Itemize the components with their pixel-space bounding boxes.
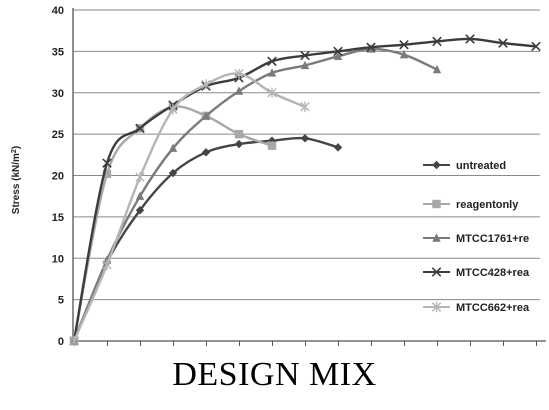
- series-lines: [69, 34, 541, 347]
- data-point-mtcc1761-re-2: [135, 191, 145, 200]
- data-point-mtcc428-rea-11: [432, 36, 442, 47]
- legend-label-reagentonly: reagentonly: [456, 199, 519, 211]
- data-point-mtcc1761-re-8: [333, 51, 343, 61]
- data-point-reagentonly-5: [234, 129, 244, 139]
- data-point-mtcc1761-re-4: [201, 111, 211, 120]
- series-reagentonly: [69, 102, 277, 346]
- data-point-untreated-3: [168, 168, 178, 178]
- y-tick-label-25: 25: [52, 129, 64, 141]
- y-tick-label-0: 0: [58, 336, 64, 348]
- data-point-mtcc428-rea-1: [102, 158, 112, 168]
- data-point-mtcc662-rea-5: [234, 68, 244, 79]
- data-point-mtcc662-rea-0: [69, 335, 79, 347]
- data-point-untreated-5: [234, 139, 244, 149]
- data-point-mtcc428-rea-14: [531, 41, 541, 52]
- legend-item-mtcc1761-re: MTCC1761+re: [423, 233, 529, 245]
- y-tick-label-30: 30: [52, 88, 64, 100]
- legend-marker-reagentonly: [432, 199, 441, 209]
- data-point-mtcc1761-re-7: [300, 60, 310, 70]
- data-point-mtcc1761-re-10: [399, 49, 409, 59]
- data-point-mtcc428-rea-8: [333, 46, 343, 57]
- y-tick-label-35: 35: [52, 46, 64, 58]
- data-point-reagentonly-6: [267, 141, 277, 150]
- data-point-mtcc428-rea-2: [135, 123, 145, 134]
- data-point-mtcc428-rea-7: [300, 50, 310, 61]
- legend-item-untreated: untreated: [423, 160, 506, 172]
- data-point-mtcc428-rea-6: [267, 56, 277, 67]
- data-point-mtcc428-rea-13: [498, 38, 508, 48]
- series-mtcc428-rea: [69, 34, 541, 346]
- data-point-untreated-7: [300, 134, 310, 143]
- y-tick-label-10: 10: [52, 253, 64, 265]
- legend-marker-mtcc428-rea: [431, 267, 442, 277]
- data-point-reagentonly-1: [102, 169, 112, 179]
- series-mtcc662-rea: [69, 68, 310, 347]
- legend: untreated reagentonly MTCC1761+re MTCC428+r…: [423, 160, 530, 314]
- legend-label-untreated: untreated: [456, 160, 506, 172]
- data-point-mtcc662-rea-3: [168, 104, 178, 115]
- legend-item-mtcc428-rea: MTCC428+rea: [423, 267, 530, 279]
- data-point-mtcc428-rea-9: [366, 42, 376, 53]
- legend-marker-untreated: [432, 160, 441, 170]
- data-point-mtcc662-rea-2: [135, 171, 145, 183]
- series-line-reagentonly: [72, 105, 273, 342]
- legend-item-mtcc662-rea: MTCC662+rea: [423, 301, 530, 314]
- legend-marker-mtcc662-rea: [431, 301, 442, 313]
- data-point-untreated-4: [201, 148, 211, 157]
- legend-label-mtcc662-rea: MTCC662+rea: [456, 302, 530, 314]
- gridlines: [73, 9, 540, 301]
- legend-marker-mtcc1761-re: [432, 233, 441, 242]
- data-point-mtcc428-rea-10: [399, 39, 409, 50]
- data-point-mtcc428-rea-12: [465, 34, 475, 44]
- series-line-mtcc428-rea: [72, 37, 537, 342]
- series-line-untreated: [72, 136, 339, 342]
- series-line-mtcc662-rea: [72, 72, 306, 342]
- y-tick-label-20: 20: [52, 171, 64, 183]
- legend-label-mtcc1761-re: MTCC1761+re: [456, 233, 529, 245]
- data-point-mtcc662-rea-6: [267, 87, 277, 98]
- data-point-mtcc1761-re-6: [267, 68, 277, 77]
- data-point-untreated-8: [333, 143, 343, 152]
- data-point-mtcc662-rea-1: [102, 259, 112, 271]
- y-axis-label: Stress (kN/m2): [11, 146, 23, 214]
- y-tick-label-40: 40: [52, 5, 64, 17]
- data-point-untreated-2: [135, 206, 145, 215]
- data-point-mtcc662-rea-4: [201, 79, 211, 90]
- legend-label-mtcc428-rea: MTCC428+rea: [456, 267, 530, 279]
- y-tick-label-5: 5: [58, 295, 64, 307]
- y-tick-label-15: 15: [52, 212, 64, 224]
- legend-item-reagentonly: reagentonly: [423, 199, 519, 211]
- data-point-mtcc1761-re-5: [234, 86, 244, 95]
- data-point-mtcc1761-re-11: [432, 64, 442, 74]
- data-point-mtcc1761-re-3: [168, 143, 178, 152]
- chart-caption: DESIGN MIX: [172, 356, 377, 393]
- data-point-mtcc662-rea-7: [300, 101, 310, 113]
